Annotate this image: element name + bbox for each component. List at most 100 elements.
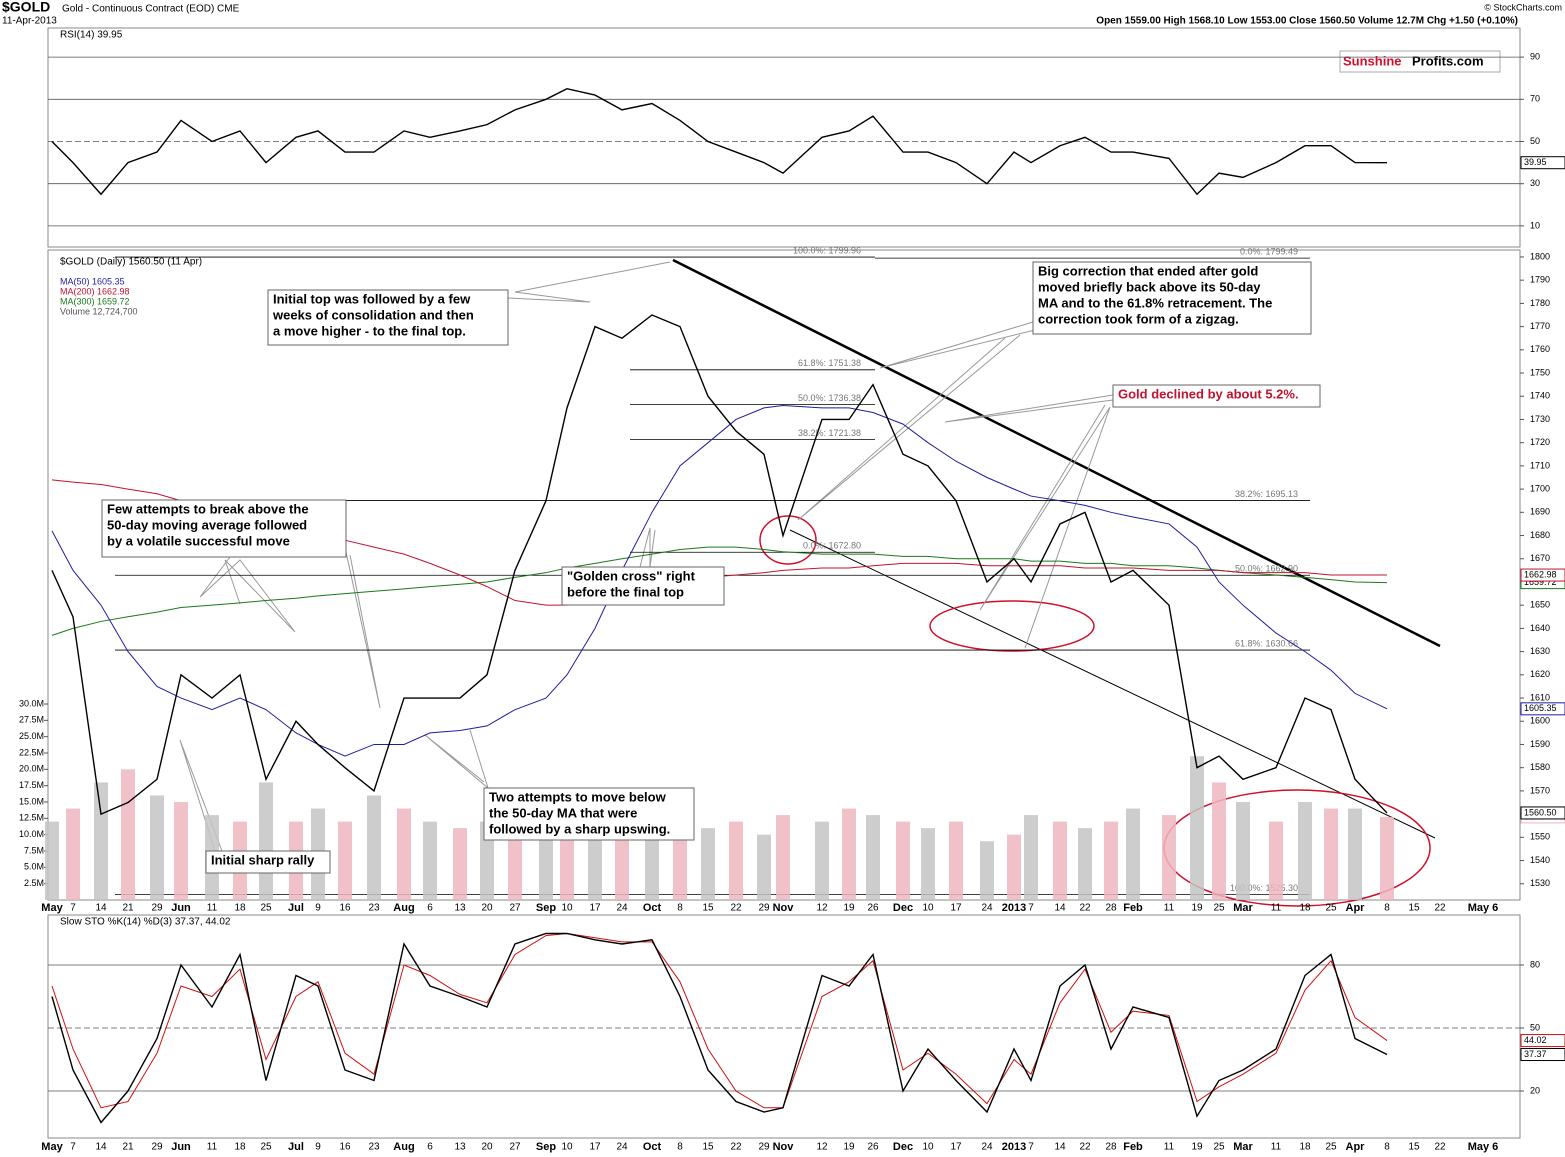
y-tick-label: 1600 [1530, 716, 1550, 726]
annotation-line: Few attempts to break above the [107, 501, 309, 516]
x-tick-label: Apr [1346, 902, 1366, 914]
y-tick-label: 1670 [1530, 553, 1550, 563]
drawings [179, 258, 1441, 907]
volume-bar [842, 808, 856, 900]
annotation-line: moved briefly back above its 50-day [1038, 279, 1261, 294]
volume-bar [423, 821, 437, 900]
y2-tick-label: 17.5M [19, 780, 44, 790]
x-tick-label: 15 [702, 1142, 714, 1153]
annotation-box [101, 499, 347, 558]
fib-label: 100.0%: 1799.96 [793, 245, 861, 255]
x-tick-label: 17 [950, 1142, 962, 1153]
x-tick-label: 7 [1028, 903, 1034, 914]
x-tick-label: 18 [1299, 1142, 1311, 1153]
x-tick-label: 19 [1191, 1142, 1203, 1153]
x-tick-label: 9 [315, 1142, 321, 1153]
annotation-line: Gold declined by about 5.2%. [1118, 386, 1299, 401]
logo-b: Profits.com [1412, 53, 1484, 68]
y-tick-label: 1770 [1530, 321, 1550, 331]
y-tick-label: 50 [1530, 1022, 1540, 1032]
series-line [51, 314, 1388, 816]
y-tick-label: 1570 [1530, 785, 1550, 795]
x-tick-label: 27 [509, 1142, 521, 1153]
x-tick-label: 6 [427, 903, 433, 914]
volume-bar [1126, 808, 1140, 900]
volume-bar [701, 828, 715, 900]
x-tick-label: 11 [207, 1142, 218, 1153]
volume-bar [1162, 815, 1176, 900]
x-tick-label: Oct [643, 902, 662, 914]
y-tick-label: 1690 [1530, 507, 1550, 517]
annotation-box [1112, 384, 1321, 408]
x-tick-label: Mar [1233, 1141, 1253, 1153]
callout [979, 404, 1111, 649]
value-tag-label: 1560.50 [1524, 807, 1557, 817]
x-tick-label: Dec [893, 902, 913, 914]
y-tick-label: 1550 [1530, 832, 1550, 842]
x-tick-label: Dec [893, 1141, 913, 1153]
y-tick-label: 10 [1530, 220, 1540, 230]
y-tick-label: 1630 [1530, 646, 1550, 656]
y-tick-label: 70 [1530, 94, 1540, 104]
callout [507, 261, 671, 303]
y-tick-label: 1680 [1530, 530, 1550, 540]
y2-tick-label: 20.0M [19, 764, 44, 774]
x-tick-label: 11 [1164, 1142, 1175, 1153]
x-tick-label: Sep [536, 902, 556, 914]
x-tick-label: 12 [816, 903, 828, 914]
x-tick-label: 7 [1028, 1142, 1034, 1153]
fib-label: 61.8%: 1630.66 [1235, 638, 1298, 648]
y2-tick-label: 30.0M [19, 698, 44, 708]
x-tick-label: 14 [1054, 903, 1066, 914]
annotation-line: 50-day moving average followed [107, 517, 307, 532]
x-tick-label: 19 [843, 1142, 855, 1153]
volume-bar [815, 821, 829, 900]
volume-bar [338, 821, 352, 900]
x-tick-label: 17 [589, 903, 601, 914]
x-tick-label: 2013 [1002, 1141, 1026, 1153]
volume-bar [1053, 821, 1067, 900]
x-tick-label: 10 [922, 1142, 934, 1153]
volume-bar [729, 821, 743, 900]
y-tick-label: 1750 [1530, 367, 1550, 377]
value-tag [1520, 156, 1565, 170]
volume-bar [1324, 808, 1338, 900]
y-tick-label: 1740 [1530, 391, 1550, 401]
value-tag-label: 1662.98 [1524, 569, 1557, 579]
value-tag [1520, 1048, 1565, 1062]
x-tick-label: 7 [70, 903, 76, 914]
volume-bar [259, 782, 273, 900]
x-tick-label: 16 [339, 903, 351, 914]
volume-bar [866, 815, 880, 900]
x-tick-label: 15 [1408, 903, 1420, 914]
fib-label: 50.0%: 1662.90 [1235, 564, 1298, 574]
fib-label: 0.0%: 1672.80 [803, 541, 861, 551]
y-tick-label: 1700 [1530, 483, 1550, 493]
x-tick-label: 8 [1384, 903, 1390, 914]
fib-label: 50.0%: 1736.38 [798, 393, 861, 403]
annotation: Initial sharp rally [205, 850, 331, 874]
volume-bar [1007, 834, 1021, 900]
annotation-line: correction took form of a zigzag. [1038, 311, 1239, 326]
volume-bar [480, 821, 494, 900]
volume-bar [1024, 815, 1038, 900]
annotation-line: Initial top was followed by a few [273, 291, 471, 306]
x-tick-label: Jul [288, 902, 304, 914]
volume-bar [1078, 828, 1092, 900]
x-tick-label: 19 [1191, 903, 1203, 914]
fib-label: 100.0%: 1525.30 [1230, 883, 1298, 893]
volume-bar [367, 795, 381, 900]
fib-label: 61.8%: 1751.38 [798, 358, 861, 368]
y-tick-label: 20 [1530, 1085, 1540, 1095]
volume-bar [896, 821, 910, 900]
x-tick-label: 28 [1105, 903, 1117, 914]
logo-box [1339, 50, 1501, 73]
x-tick-label: Nov [773, 1141, 795, 1153]
volume-bar [121, 769, 135, 900]
x-tick-label: 9 [315, 903, 321, 914]
legend-entry: MA(200) 1662.98 [60, 286, 130, 296]
y-tick-label: 90 [1530, 51, 1540, 61]
x-tick-label: 17 [589, 1142, 601, 1153]
x-tick-label: 18 [234, 1142, 246, 1153]
x-tick-label: 19 [843, 903, 855, 914]
